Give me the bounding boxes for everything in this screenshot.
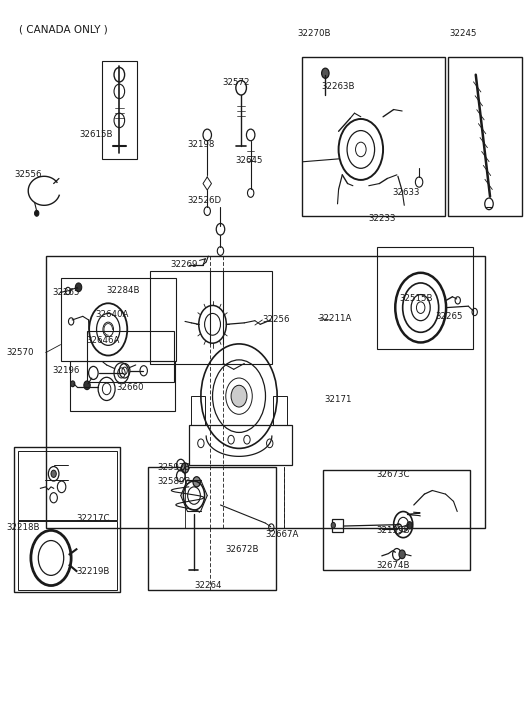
Bar xyxy=(150,270,272,364)
Circle shape xyxy=(322,68,329,79)
Circle shape xyxy=(35,210,39,216)
Text: 32633: 32633 xyxy=(392,188,420,198)
Text: 32135B: 32135B xyxy=(376,526,410,535)
Circle shape xyxy=(331,523,336,529)
Bar xyxy=(61,278,176,361)
Circle shape xyxy=(231,385,247,407)
Text: 32674B: 32674B xyxy=(376,561,410,571)
Text: 32660: 32660 xyxy=(116,383,144,392)
Bar xyxy=(376,247,473,349)
Text: 32572: 32572 xyxy=(222,79,250,87)
Text: 32218B: 32218B xyxy=(6,523,39,532)
Bar xyxy=(46,256,485,529)
Text: 32265: 32265 xyxy=(52,288,80,297)
Bar xyxy=(18,451,117,520)
Text: 32211A: 32211A xyxy=(319,314,352,323)
Bar xyxy=(148,467,276,590)
Text: 32284B: 32284B xyxy=(107,286,140,294)
Bar xyxy=(102,61,137,159)
Bar xyxy=(448,57,523,216)
Text: 32592B: 32592B xyxy=(158,464,191,473)
Text: 32515B: 32515B xyxy=(399,294,432,302)
Circle shape xyxy=(193,477,200,487)
Text: 32198: 32198 xyxy=(187,140,215,149)
Text: 32233: 32233 xyxy=(369,214,396,223)
Circle shape xyxy=(75,283,82,292)
Text: 32269: 32269 xyxy=(170,260,198,269)
Text: 32672B: 32672B xyxy=(225,545,259,555)
Bar xyxy=(189,425,292,465)
Text: 32570: 32570 xyxy=(6,348,33,357)
Text: 32556: 32556 xyxy=(14,170,42,180)
Bar xyxy=(191,396,204,425)
Text: 32615B: 32615B xyxy=(79,130,113,140)
Text: 32526D: 32526D xyxy=(187,196,221,206)
Circle shape xyxy=(399,550,405,558)
Text: 32645: 32645 xyxy=(236,156,263,165)
Text: 32263B: 32263B xyxy=(321,82,355,91)
Text: 32589B: 32589B xyxy=(158,477,191,486)
Text: 32219B: 32219B xyxy=(76,567,109,577)
Text: 32171: 32171 xyxy=(325,395,352,404)
Bar xyxy=(18,521,117,590)
Text: 32265: 32265 xyxy=(435,312,463,321)
Circle shape xyxy=(71,381,75,387)
Text: ( CANADA ONLY ): ( CANADA ONLY ) xyxy=(19,25,108,35)
Bar xyxy=(87,331,174,382)
Text: 32673C: 32673C xyxy=(376,470,410,479)
Text: 32667A: 32667A xyxy=(266,529,299,539)
Text: 32217C: 32217C xyxy=(76,513,109,523)
Text: 32256: 32256 xyxy=(262,316,290,324)
Text: 32264: 32264 xyxy=(194,581,222,590)
Bar xyxy=(323,470,470,570)
Circle shape xyxy=(181,463,189,473)
Bar xyxy=(302,57,444,216)
Text: 32196: 32196 xyxy=(52,366,80,375)
Bar xyxy=(70,361,175,411)
Text: 32646A: 32646A xyxy=(87,336,120,345)
Circle shape xyxy=(51,470,56,478)
Text: 32270B: 32270B xyxy=(297,29,331,38)
Bar xyxy=(14,447,121,592)
Text: 32245: 32245 xyxy=(450,29,477,38)
Circle shape xyxy=(84,381,90,390)
Bar xyxy=(273,396,287,425)
Text: 32640A: 32640A xyxy=(95,310,129,319)
Circle shape xyxy=(407,522,412,529)
Bar xyxy=(332,519,344,532)
